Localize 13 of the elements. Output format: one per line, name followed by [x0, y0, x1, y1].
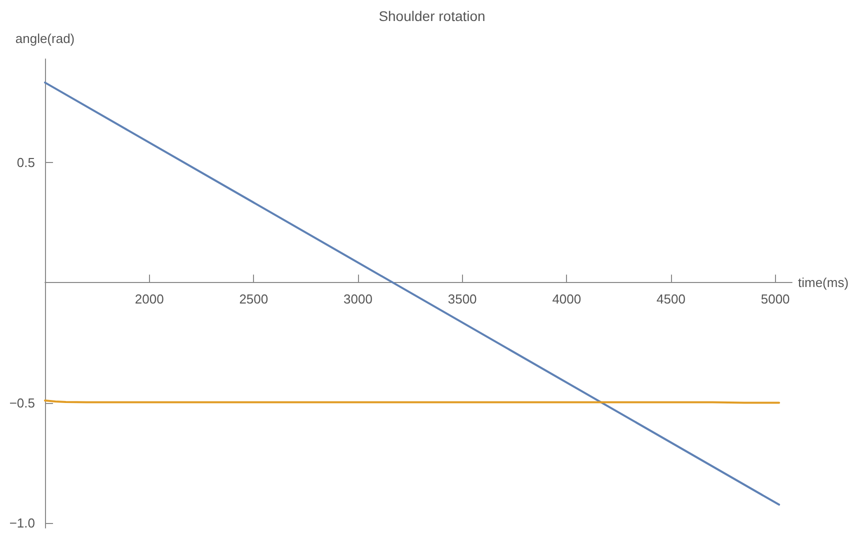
x-tick-label: 3500 [448, 292, 477, 307]
x-axis-title: time(ms) [798, 275, 849, 290]
y-tick-label: 0.5 [16, 154, 35, 170]
chart-title: Shoulder rotation [378, 8, 486, 24]
y-tick-label: −0.5 [9, 395, 35, 410]
x-tick-label: 4500 [656, 292, 686, 307]
x-tick-label: 4000 [552, 292, 582, 307]
x-tick-label: 3000 [344, 292, 372, 307]
y-tick-label: −1.0 [9, 516, 35, 531]
x-tick-label: 5000 [760, 292, 790, 307]
y-axis-title: angle(rad) [15, 31, 75, 46]
x-tick-label: 2500 [239, 292, 268, 307]
x-tick-label: 2000 [134, 292, 164, 307]
